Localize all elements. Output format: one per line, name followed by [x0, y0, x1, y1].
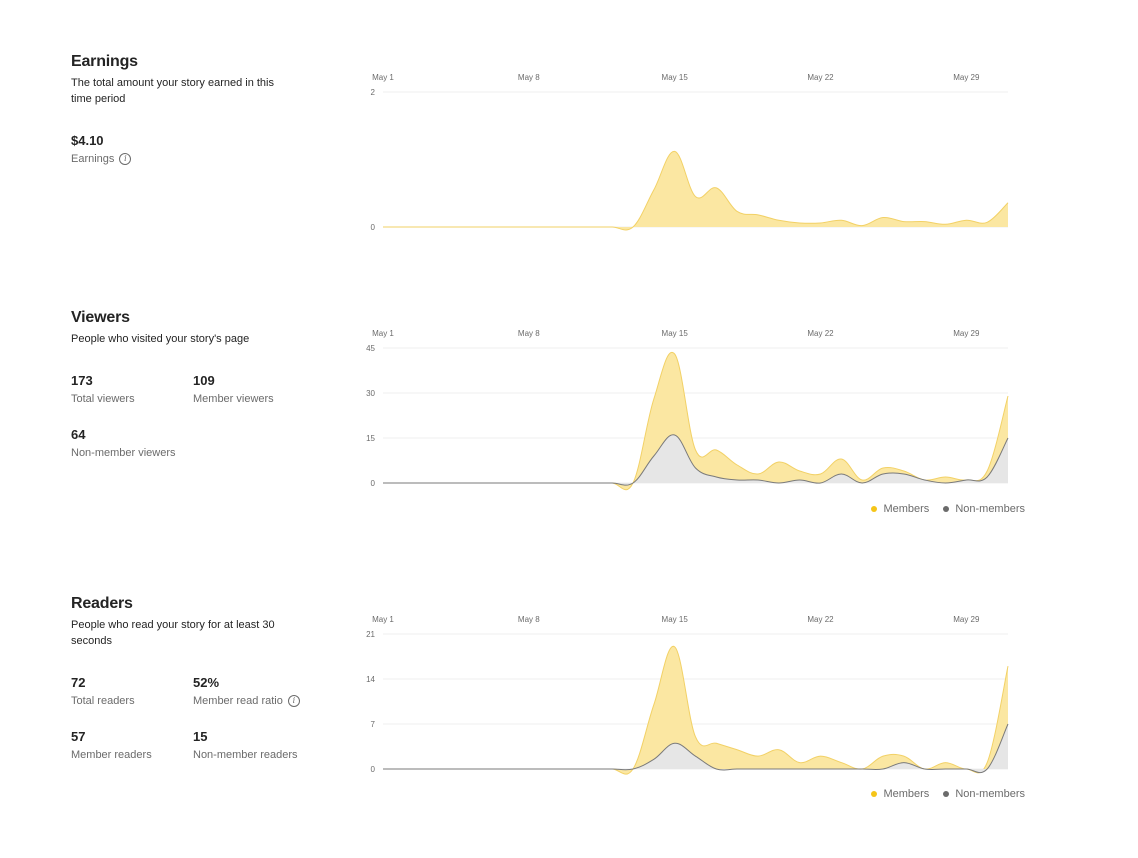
y-tick-label: 7: [371, 720, 376, 729]
viewers-section: Viewers People who visited your story's …: [0, 300, 1138, 540]
y-tick-label: 14: [366, 675, 375, 684]
viewers-subtitle: People who visited your story's page: [71, 333, 250, 345]
readers-legend: Members Non-members: [871, 788, 1025, 800]
readers-subtitle: People who read your story for at least …: [71, 619, 275, 647]
nonmember-readers-stat: 15 Non-member readers: [193, 729, 298, 761]
viewers-panel: Viewers People who visited your story's …: [71, 309, 316, 347]
x-tick-label: May 15: [662, 73, 689, 82]
non-members-line: [383, 434, 1009, 486]
x-tick-label: May 8: [518, 615, 540, 624]
member-viewers-stat: 109 Member viewers: [193, 373, 274, 405]
readers-panel: Readers People who read your story for a…: [71, 595, 316, 649]
member-viewers-value: 109: [193, 373, 215, 388]
x-tick-label: May 22: [807, 73, 834, 82]
earnings-line: [382, 150, 1009, 231]
x-tick-label: May 1: [372, 615, 394, 624]
earnings-amount-label-row: Earnings i: [71, 153, 132, 165]
read-ratio-value: 52%: [193, 675, 220, 690]
readers-title: Readers: [71, 595, 133, 612]
viewers-legend: Members Non-members: [871, 503, 1025, 515]
legend-nonmembers-label: Non-members: [955, 503, 1025, 515]
x-tick-label: May 22: [807, 329, 834, 338]
member-viewers-label: Member viewers: [193, 393, 274, 405]
earnings-amount: $4.10: [71, 133, 104, 148]
y-tick-label: 0: [371, 479, 376, 488]
nonmember-readers-label: Non-member readers: [193, 749, 298, 761]
nonmember-viewers-stat: 64 Non-member viewers: [71, 427, 176, 459]
y-tick-label: 30: [366, 389, 375, 398]
total-viewers-value: 173: [71, 373, 93, 388]
earnings-area: [383, 151, 1008, 230]
nonmember-readers-value: 15: [193, 729, 208, 744]
x-tick-label: May 29: [953, 329, 980, 338]
legend-members: Members: [871, 503, 929, 515]
total-viewers-label: Total viewers: [71, 393, 135, 405]
y-tick-label: 15: [366, 434, 375, 443]
member-readers-value: 57: [71, 729, 86, 744]
read-ratio-label-row: Member read ratio i: [193, 695, 300, 707]
viewers-title: Viewers: [71, 309, 130, 326]
y-tick-label: 0: [371, 765, 376, 774]
y-tick-label: 2: [371, 88, 376, 97]
read-ratio-label: Member read ratio: [193, 695, 283, 707]
members-area: [383, 352, 1008, 490]
earnings-stat: $4.10 Earnings i: [71, 133, 132, 165]
legend-nonmembers-label: Non-members: [955, 788, 1025, 800]
nonmembers-dot-icon: [943, 506, 950, 512]
legend-nonmembers: Non-members: [943, 788, 1025, 800]
legend-nonmembers: Non-members: [943, 503, 1025, 515]
member-readers-stat: 57 Member readers: [71, 729, 152, 761]
members-dot-icon: [871, 791, 878, 797]
x-tick-label: May 8: [518, 73, 540, 82]
nonmembers-dot-icon: [943, 791, 950, 797]
total-readers-value: 72: [71, 675, 86, 690]
readers-section: Readers People who read your story for a…: [0, 585, 1138, 825]
nonmember-viewers-label: Non-member viewers: [71, 447, 176, 459]
non-members-area: [383, 724, 1008, 773]
x-tick-label: May 15: [662, 615, 689, 624]
viewers-chart: 0 15 30 45 May 1 May 8 May 15 May 22 May 29: [366, 329, 1009, 491]
earnings-amount-label: Earnings: [71, 153, 115, 165]
x-tick-label: May 29: [953, 615, 980, 624]
x-tick-label: May 15: [662, 329, 689, 338]
x-tick-label: May 8: [518, 329, 540, 338]
legend-members-label: Members: [883, 503, 930, 515]
x-tick-label: May 1: [372, 329, 394, 338]
earnings-panel: Earnings The total amount your story ear…: [71, 53, 316, 107]
legend-members-label: Members: [883, 788, 930, 800]
earnings-section: Earnings The total amount your story ear…: [0, 0, 1138, 270]
x-tick-label: May 1: [372, 73, 394, 82]
earnings-title: Earnings: [71, 53, 138, 70]
y-tick-label: 21: [366, 630, 375, 639]
nonmember-viewers-value: 64: [71, 427, 86, 442]
total-readers-stat: 72 Total readers: [71, 675, 135, 707]
members-dot-icon: [871, 506, 878, 512]
total-readers-label: Total readers: [71, 695, 135, 707]
member-readers-label: Member readers: [71, 749, 152, 761]
read-ratio-stat: 52% Member read ratio i: [193, 675, 300, 707]
legend-members: Members: [871, 788, 929, 800]
info-icon[interactable]: i: [119, 153, 132, 165]
earnings-chart: 0 2 May 1 May 8 May 15 May 22 May 29: [371, 73, 1009, 232]
total-viewers-stat: 173 Total viewers: [71, 373, 135, 405]
members-area: [383, 646, 1008, 775]
non-members-area: [383, 434, 1008, 486]
x-tick-label: May 29: [953, 73, 980, 82]
y-tick-label: 45: [366, 344, 375, 353]
earnings-subtitle: The total amount your story earned in th…: [71, 77, 274, 105]
y-tick-label: 0: [371, 223, 376, 232]
x-tick-label: May 22: [807, 615, 834, 624]
non-members-line: [383, 723, 1009, 774]
readers-chart: 0 7 14 21 May 1 May 8 May 15 May 22 May 29: [366, 615, 1009, 775]
info-icon[interactable]: i: [287, 695, 300, 707]
